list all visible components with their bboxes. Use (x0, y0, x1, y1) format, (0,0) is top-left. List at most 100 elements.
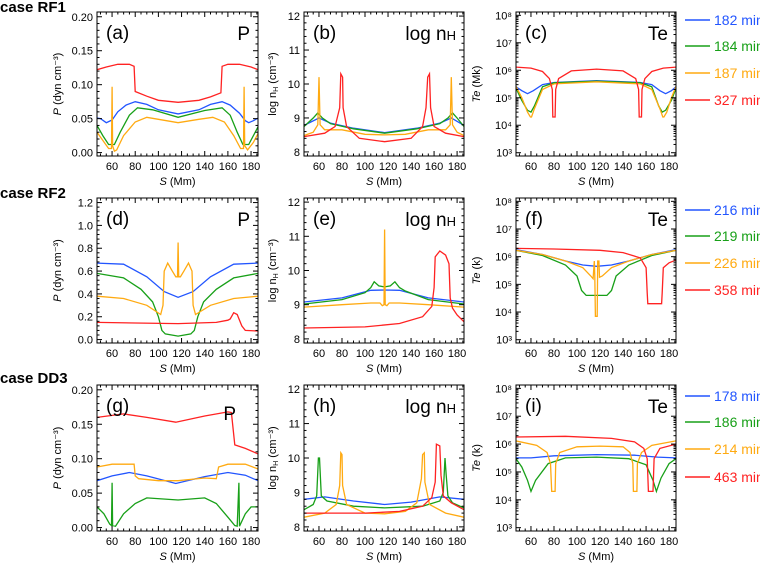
plot-frame (96, 11, 259, 157)
y-tick-label: 10 (288, 453, 300, 465)
plot-frame (96, 384, 259, 532)
y-axis-variable: Te (471, 460, 483, 472)
x-tick-label: 100 (568, 536, 586, 548)
series-line-216-min (97, 262, 258, 298)
y-tick-label: 12 (288, 197, 300, 209)
y-tick-label: 0.05 (72, 114, 93, 126)
series-line-226-min (304, 229, 464, 308)
y-tick-label: 12 (288, 11, 300, 23)
panel-c: 60 80 100 120 140 160 180 10³ 10⁴ 10⁵ 10⁶ 10⁷ 10⁸ S (… (471, 10, 678, 188)
y-tick-label: 0.0 (78, 335, 93, 347)
y-tick-label: 10⁵ (495, 467, 512, 479)
x-axis-label: S (Mm) (366, 551, 402, 563)
panel-title-main: log n (405, 397, 446, 418)
y-axis-variable: P (52, 107, 64, 115)
y-axis-variable: log n (267, 466, 279, 490)
x-tick-label: 120 (172, 536, 190, 548)
y-tick-label: 10⁵ (495, 279, 512, 291)
panel-title: Te (648, 210, 668, 231)
x-tick-label: 80 (548, 161, 560, 173)
panel-g: 60 80 100 120 140 160 180 0.00 0.05 0.10 0.15 0.20 S… (52, 384, 260, 563)
x-axis-variable: S (159, 551, 167, 563)
x-axis-label: S (Mm) (159, 363, 195, 375)
x-tick-label: 180 (448, 348, 466, 360)
x-tick-label: 60 (525, 536, 537, 548)
legend-row-2: 216 min 219 min 226 min 358 min (685, 202, 760, 298)
x-axis-variable: S (578, 551, 586, 563)
y-tick-label: 10⁷ (496, 224, 512, 236)
legend-row-3: 178 min 186 min 214 min 463 min (685, 388, 760, 485)
panel-i: 60 80 100 120 140 160 180 10³ 10⁴ 10⁵ 10⁶ 10⁷ 10⁸ S (… (471, 383, 678, 563)
panel-letter: (h) (313, 396, 336, 417)
y-tick-label: 0.15 (72, 46, 93, 58)
series-line-463-min (304, 443, 464, 514)
x-tick-label: 140 (614, 161, 632, 173)
y-tick-label: 10⁸ (495, 10, 512, 22)
y-tick-label: 10⁸ (495, 383, 512, 395)
x-tick-label: 100 (149, 161, 167, 173)
legend-label: 214 min (714, 441, 760, 457)
panel-title: P (237, 210, 250, 231)
panel-e: 60 80 100 120 140 160 180 8 9 10 11 12 S (Mm) log nH … (267, 197, 466, 375)
panel-letter: (b) (313, 23, 336, 44)
x-axis-label: S (Mm) (578, 176, 614, 188)
panel-title-subscript: H (447, 401, 456, 416)
y-axis-unit: (Mk) (471, 66, 483, 91)
x-tick-label: 80 (129, 348, 141, 360)
y-axis-label: P (dyn cm⁻³) (52, 239, 64, 302)
x-tick-label: 160 (425, 536, 443, 548)
x-tick-label: 180 (448, 536, 466, 548)
x-tick-label: 140 (196, 536, 214, 548)
x-tick-label: 100 (356, 536, 374, 548)
series-line-463-min (516, 435, 676, 493)
y-tick-label: 0.4 (78, 289, 93, 301)
series-line-327-min (304, 71, 464, 143)
panel-d: 60 80 100 120 140 160 180 0.0 0.2 0.4 0.6 0.8 1.0 1.2… (52, 197, 260, 375)
y-tick-label: 11 (289, 231, 300, 243)
series-line-214-min (304, 450, 464, 518)
x-tick-label: 120 (379, 161, 397, 173)
x-axis-variable: S (366, 363, 374, 375)
x-axis-unit: (Mm) (373, 363, 402, 375)
panel-b: 60 80 100 120 140 160 180 8 9 10 11 12 S (Mm) log nH … (267, 11, 466, 188)
legend-label: 358 min (714, 282, 760, 298)
y-tick-label: 10³ (496, 148, 512, 160)
legend-row-1: 182 min 184 min 187 min 327 min (685, 12, 760, 108)
panel-title: log nH (405, 210, 456, 231)
y-tick-label: 0.00 (72, 523, 93, 535)
y-tick-label: 0.00 (72, 148, 93, 160)
y-axis-unit: (cm⁻³) (267, 239, 279, 274)
y-axis-variable: P (52, 481, 64, 489)
x-tick-label: 100 (568, 348, 586, 360)
series-line-226-min (516, 249, 676, 317)
legend-label: 186 min (714, 414, 760, 430)
series-line-187-min (97, 86, 258, 153)
panel-letter: (a) (106, 23, 129, 44)
y-axis-variable: Te (471, 273, 483, 285)
x-tick-label: 80 (548, 348, 560, 360)
panel-title-main: Te (648, 397, 668, 418)
x-tick-label: 140 (402, 536, 420, 548)
x-tick-label: 180 (242, 348, 260, 360)
panel-letter: (c) (525, 23, 547, 44)
x-axis-unit: (Mm) (585, 176, 614, 188)
legend-label: 182 min (714, 12, 760, 28)
panel-title-main: P (223, 404, 236, 425)
x-tick-label: 60 (313, 536, 325, 548)
y-tick-label: 10 (288, 266, 300, 278)
series-line-186-min (516, 456, 676, 494)
series-line-182-min (97, 101, 258, 124)
x-axis-label: S (Mm) (159, 551, 195, 563)
y-axis-label: Te (k) (471, 257, 483, 285)
plot-frame (96, 197, 259, 344)
x-tick-label: 120 (591, 348, 609, 360)
y-axis-unit: (dyn cm⁻³) (52, 427, 64, 482)
x-axis-variable: S (578, 363, 586, 375)
x-tick-label: 60 (313, 161, 325, 173)
panel-title-main: P (237, 24, 250, 45)
y-axis-unit: (k) (471, 257, 483, 273)
panel-title-main: log n (405, 210, 446, 231)
x-tick-label: 60 (525, 348, 537, 360)
y-axis-label: log nH (cm⁻³) (267, 426, 280, 489)
y-tick-label: 10⁴ (495, 495, 512, 507)
